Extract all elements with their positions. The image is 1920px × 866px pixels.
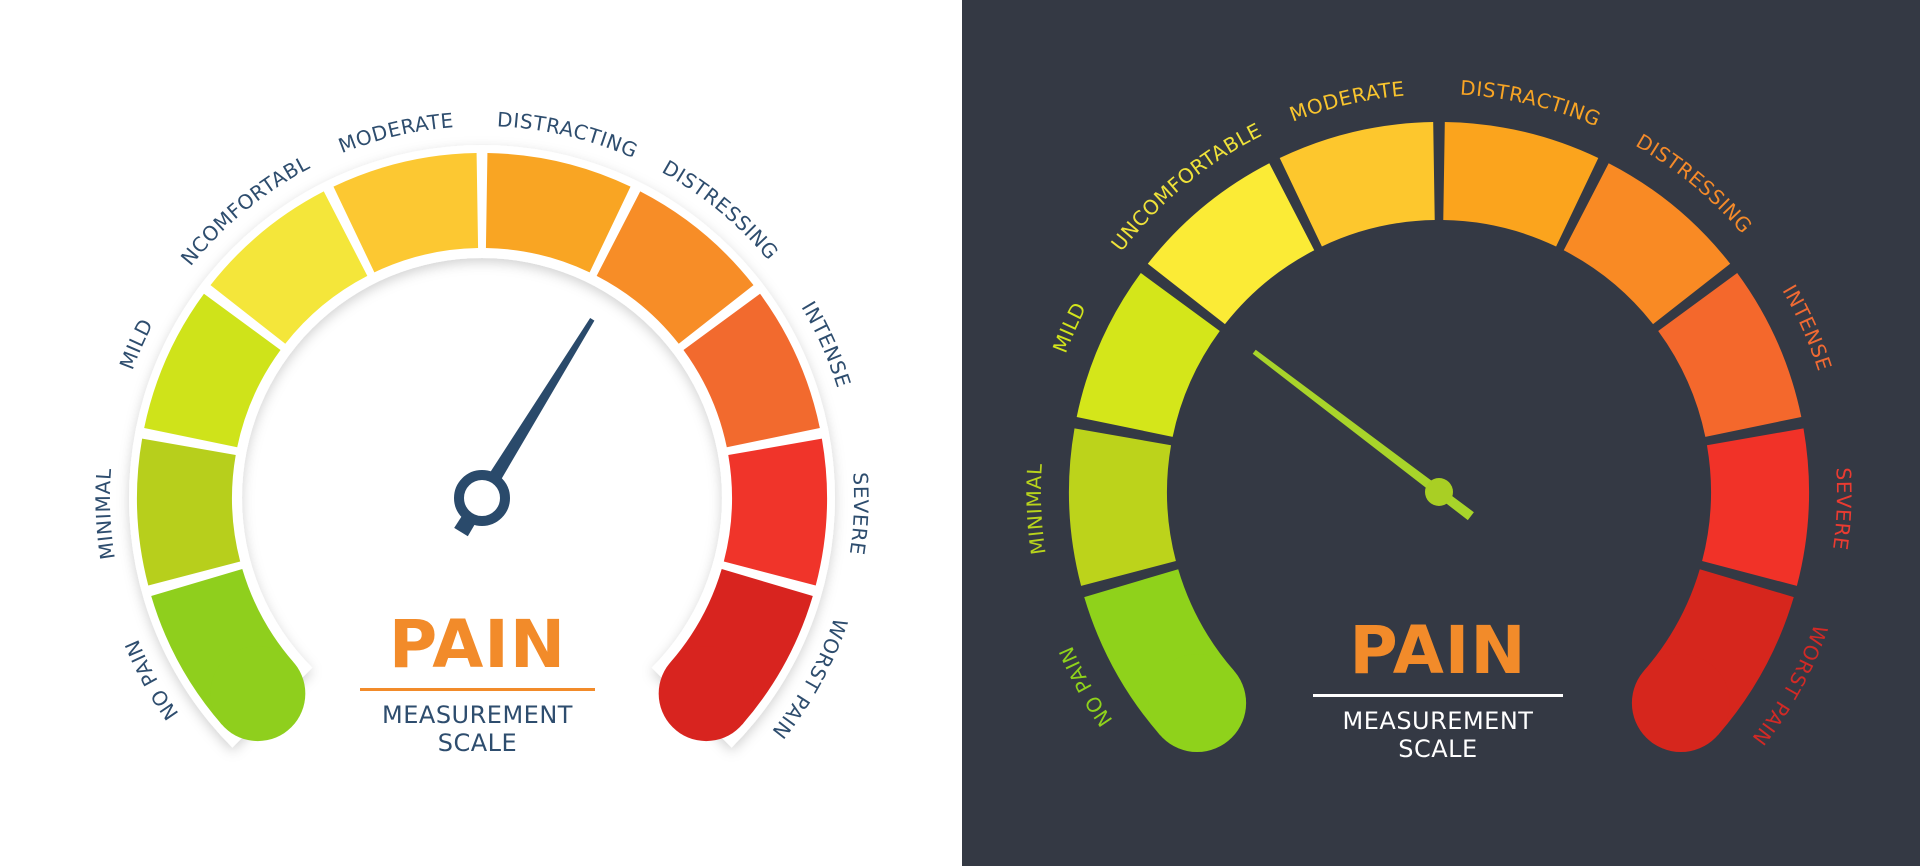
level-label-severe: SEVERE (845, 472, 873, 557)
subtitle-line-1: MEASUREMENT (1342, 707, 1534, 735)
gauge-segment-minimal (1069, 428, 1176, 586)
gauge-segment-mild (144, 293, 281, 448)
gauge-segment-distressing (1563, 163, 1731, 325)
pain-title: PAIN (1349, 612, 1527, 689)
gauge-segment-distracting (485, 153, 631, 273)
gauge-segment-uncomfortable (210, 191, 368, 344)
gauge-segment-distracting (1443, 122, 1599, 247)
light-gauge-panel: NO PAINMINIMALMILDUNCOMFORTABLEMODERATED… (0, 0, 873, 757)
gauge-segment-intense (683, 293, 820, 448)
gauge-segment-severe (1702, 428, 1809, 586)
level-label-intense: INTENSE (1778, 281, 1837, 374)
level-label-moderate: MODERATE (1286, 76, 1406, 126)
pain-title: PAIN (388, 606, 567, 683)
gauge-end-cap (658, 646, 754, 742)
light-gauge: NO PAINMINIMALMILDUNCOMFORTABLEMODERATED… (0, 0, 873, 748)
gauge-segment-distressing (596, 191, 754, 344)
level-label-minimal: MINIMAL (1022, 462, 1051, 556)
gauge-needle (1252, 349, 1474, 521)
level-label-minimal: MINIMAL (91, 467, 120, 561)
gauge-end-cap (1631, 654, 1730, 753)
gauge-segment-mild (1076, 272, 1220, 437)
level-label-distracting: DISTRACTING (1459, 76, 1604, 132)
subtitle-line-1: MEASUREMENT (382, 701, 573, 729)
needle-hub (1425, 478, 1453, 506)
dark-gauge-panel: NO PAIN MINIMAL MILD UNCOMFORTABLE MODERATE D… (962, 0, 1920, 866)
gauge-segment-intense (1658, 272, 1802, 437)
gauge-segment-severe (723, 438, 828, 586)
gauge-segment-moderate (333, 153, 479, 273)
dark-gauge-caption: PAIN MEASUREMENT SCALE (1313, 618, 1563, 763)
title-underline (1313, 694, 1563, 697)
level-label-mild: MILD (115, 315, 158, 373)
gauge-segment-uncomfortable (1147, 163, 1315, 325)
needle-hub (454, 470, 510, 526)
level-label-mild: MILD (1048, 298, 1091, 356)
gauge-segment-minimal (136, 438, 241, 586)
gauge-end-cap (1148, 654, 1247, 753)
gauge-end-cap (210, 646, 306, 742)
light-gauge-caption: PAIN MEASUREMENT SCALE (360, 612, 595, 757)
title-underline (360, 688, 595, 691)
subtitle-line-2: SCALE (437, 729, 518, 757)
subtitle-line-2: SCALE (1398, 735, 1478, 763)
gauge-segment-moderate (1279, 122, 1435, 247)
level-label-severe: SEVERE (1828, 467, 1856, 552)
